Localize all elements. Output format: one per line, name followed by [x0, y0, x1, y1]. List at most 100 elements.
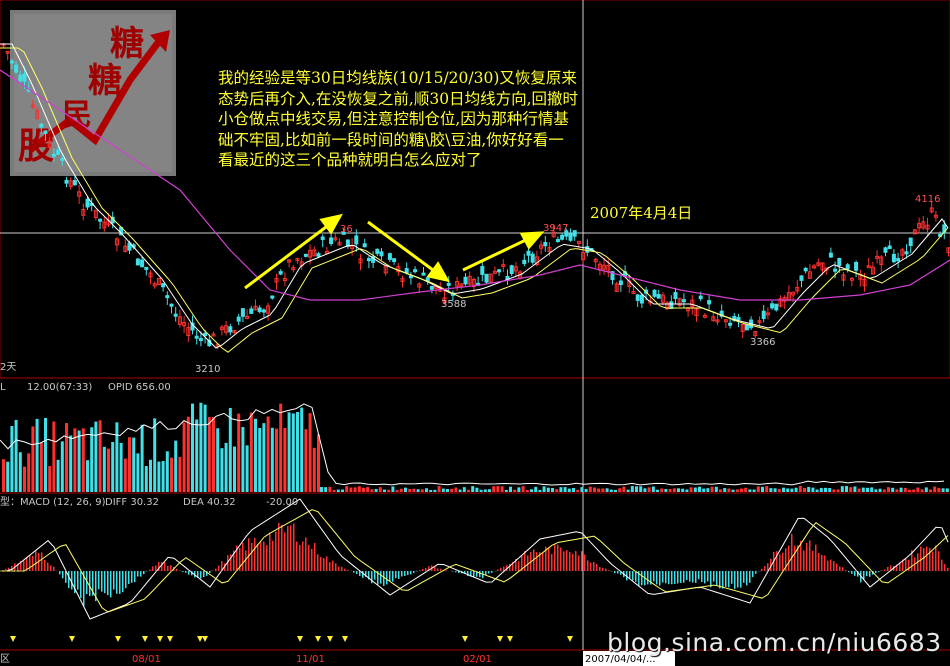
candle-body	[568, 233, 573, 241]
candle-body	[946, 247, 950, 254]
macd-bar-neg	[638, 571, 640, 587]
macd-bar-neg	[395, 571, 397, 579]
candle-body	[774, 303, 779, 311]
volume-bar	[366, 487, 370, 492]
candle-body	[707, 300, 712, 305]
volume-bar	[731, 489, 735, 492]
macd-bar-neg	[83, 571, 85, 607]
volume-bar	[287, 412, 291, 492]
candle-body	[816, 262, 821, 266]
macd-bar-pos	[596, 563, 598, 571]
candle-body	[295, 258, 300, 262]
crosshair-date-text: 2007/04/04/...	[585, 654, 656, 665]
macd-bar-neg	[707, 571, 709, 582]
macd-bar-neg	[113, 571, 115, 590]
label-high-36: 36	[340, 224, 353, 235]
candle-body	[560, 234, 565, 240]
candle-body	[765, 312, 770, 316]
ma-line-yellow	[0, 47, 949, 353]
macd-bar-pos	[44, 559, 46, 571]
macd-bar-pos	[317, 554, 319, 571]
candle-body	[81, 208, 86, 216]
volume-bar	[626, 489, 630, 492]
macd-bar-pos	[572, 553, 574, 571]
volume-bar	[622, 486, 626, 492]
macd-bar-pos	[308, 545, 310, 571]
macd-bar-neg	[641, 571, 643, 586]
macd-bar-neg	[86, 571, 88, 595]
volume-bar	[115, 422, 119, 492]
macd-bar-pos	[791, 533, 793, 571]
candle-body	[665, 302, 670, 310]
macd-bar-pos	[569, 551, 571, 571]
candle-body	[631, 290, 636, 294]
volume-bar	[2, 459, 5, 492]
volume-bar	[362, 487, 365, 492]
macd-bar-neg	[413, 571, 415, 574]
candle-body	[333, 237, 338, 241]
macd-bar-neg	[206, 571, 208, 576]
macd-bar-neg	[737, 571, 739, 588]
volume-bar	[866, 487, 869, 492]
macd-bar-pos	[905, 558, 907, 571]
macd-bar-neg	[620, 571, 622, 575]
macd-bar-pos	[944, 564, 946, 571]
volume-bar	[563, 487, 567, 492]
label-high-3947: 3947	[543, 223, 568, 234]
candle-body	[841, 274, 846, 281]
macd-bar-neg	[401, 571, 403, 577]
macd-bar-neg	[71, 571, 73, 590]
candle-body	[618, 280, 623, 286]
volume-bar	[924, 487, 928, 492]
candle-body	[761, 310, 766, 319]
macd-bar-pos	[887, 566, 889, 571]
macd-bar-pos	[539, 552, 541, 571]
macd-bar-pos	[299, 545, 301, 571]
macd-bar-pos	[332, 560, 334, 571]
volume-bar	[446, 489, 449, 492]
volume-bar	[454, 487, 458, 492]
label-low-3366: 3366	[750, 337, 775, 348]
volume-bar	[891, 487, 895, 492]
volume-bar	[542, 486, 546, 492]
macd-bar-pos	[434, 566, 436, 571]
candle-body	[93, 209, 98, 219]
candle-body	[5, 50, 10, 54]
macd-bar-pos	[233, 550, 235, 571]
volume-bar	[283, 428, 287, 492]
volume-bar	[534, 486, 538, 492]
volume-bar	[794, 487, 798, 492]
candle-body	[245, 315, 250, 319]
macd-bar-neg	[743, 571, 745, 583]
candle-body	[85, 198, 90, 208]
volume-bar	[727, 488, 731, 492]
volume-bar	[157, 461, 161, 492]
macd-title: 型：MACD (12, 26, 9)	[0, 495, 106, 508]
macd-bar-pos	[305, 537, 307, 571]
ma-line-magenta	[0, 69, 950, 301]
macd-bar-neg	[653, 571, 655, 582]
macd-bar-pos	[584, 554, 586, 571]
volume-bar	[65, 422, 68, 492]
macd-bar-pos	[815, 544, 817, 571]
label-low-3210: 3210	[195, 364, 220, 375]
macd-bar-pos	[218, 565, 220, 571]
macd-bar-pos	[263, 541, 265, 571]
period-label: 2天	[0, 362, 16, 373]
macd-bar-pos	[809, 540, 811, 571]
macd-bar-pos	[548, 547, 550, 571]
volume-bar	[525, 489, 529, 492]
candle-body	[282, 278, 287, 282]
candle-body	[161, 283, 166, 288]
candle-body	[429, 285, 434, 290]
macd-bar-pos	[767, 563, 769, 571]
macd-bar-pos	[5, 568, 7, 571]
volume-bar	[517, 487, 521, 492]
volume-bar	[782, 487, 785, 492]
candle-body	[56, 149, 61, 155]
volume-bar	[836, 489, 840, 492]
volume-bars	[2, 402, 949, 492]
volume-bar	[81, 428, 85, 492]
macd-bar-neg	[185, 571, 187, 573]
macd-bar-neg	[374, 571, 376, 580]
